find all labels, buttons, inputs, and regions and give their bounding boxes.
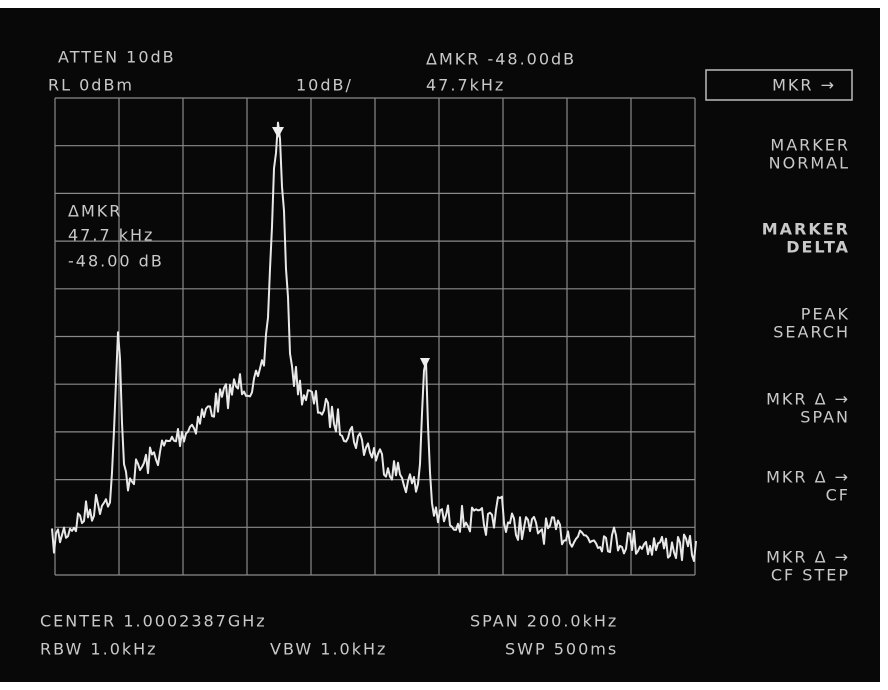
softkey-label: MARKER [762, 220, 850, 239]
softkey-label: MKR Δ → [766, 390, 850, 409]
delta-marker-readout: ΔMKR -48.00dB [426, 50, 576, 69]
screen-background [0, 8, 880, 682]
sweep: SWP 500ms [505, 640, 618, 659]
softkey-label: MKR → [772, 76, 836, 95]
rbw: RBW 1.0kHz [40, 640, 158, 659]
softkey-label: CF [826, 486, 850, 505]
softkey-label: MKR Δ → [766, 548, 850, 567]
atten: ATTEN 10dB [58, 48, 176, 67]
softkey-label: SEARCH [773, 323, 850, 342]
analyzer-screen: ATTEN 10dB RL 0dBm 10dB/ ΔMKR -48.00dB 4… [0, 0, 888, 690]
delta-frequency: 47.7kHz [426, 76, 505, 95]
softkey-label: MARKER [770, 136, 850, 155]
softkey-label: PEAK [801, 305, 850, 324]
softkey-label: MKR Δ → [766, 468, 850, 487]
ref-level: RL 0dBm [48, 76, 134, 95]
softkey-label: NORMAL [769, 154, 850, 173]
marker-readout: 47.7 kHz [68, 226, 154, 245]
center: CENTER 1.0002387GHz [40, 612, 267, 631]
marker-readout: -48.00 dB [68, 252, 164, 271]
softkey-label: DELTA [786, 238, 850, 257]
scale: 10dB/ [296, 76, 353, 95]
softkey-label: CF STEP [771, 566, 850, 585]
span: SPAN 200.0kHz [470, 612, 618, 631]
softkey-label: SPAN [800, 408, 850, 427]
vbw: VBW 1.0kHz [270, 640, 387, 659]
marker-readout: ΔMKR [68, 202, 122, 221]
